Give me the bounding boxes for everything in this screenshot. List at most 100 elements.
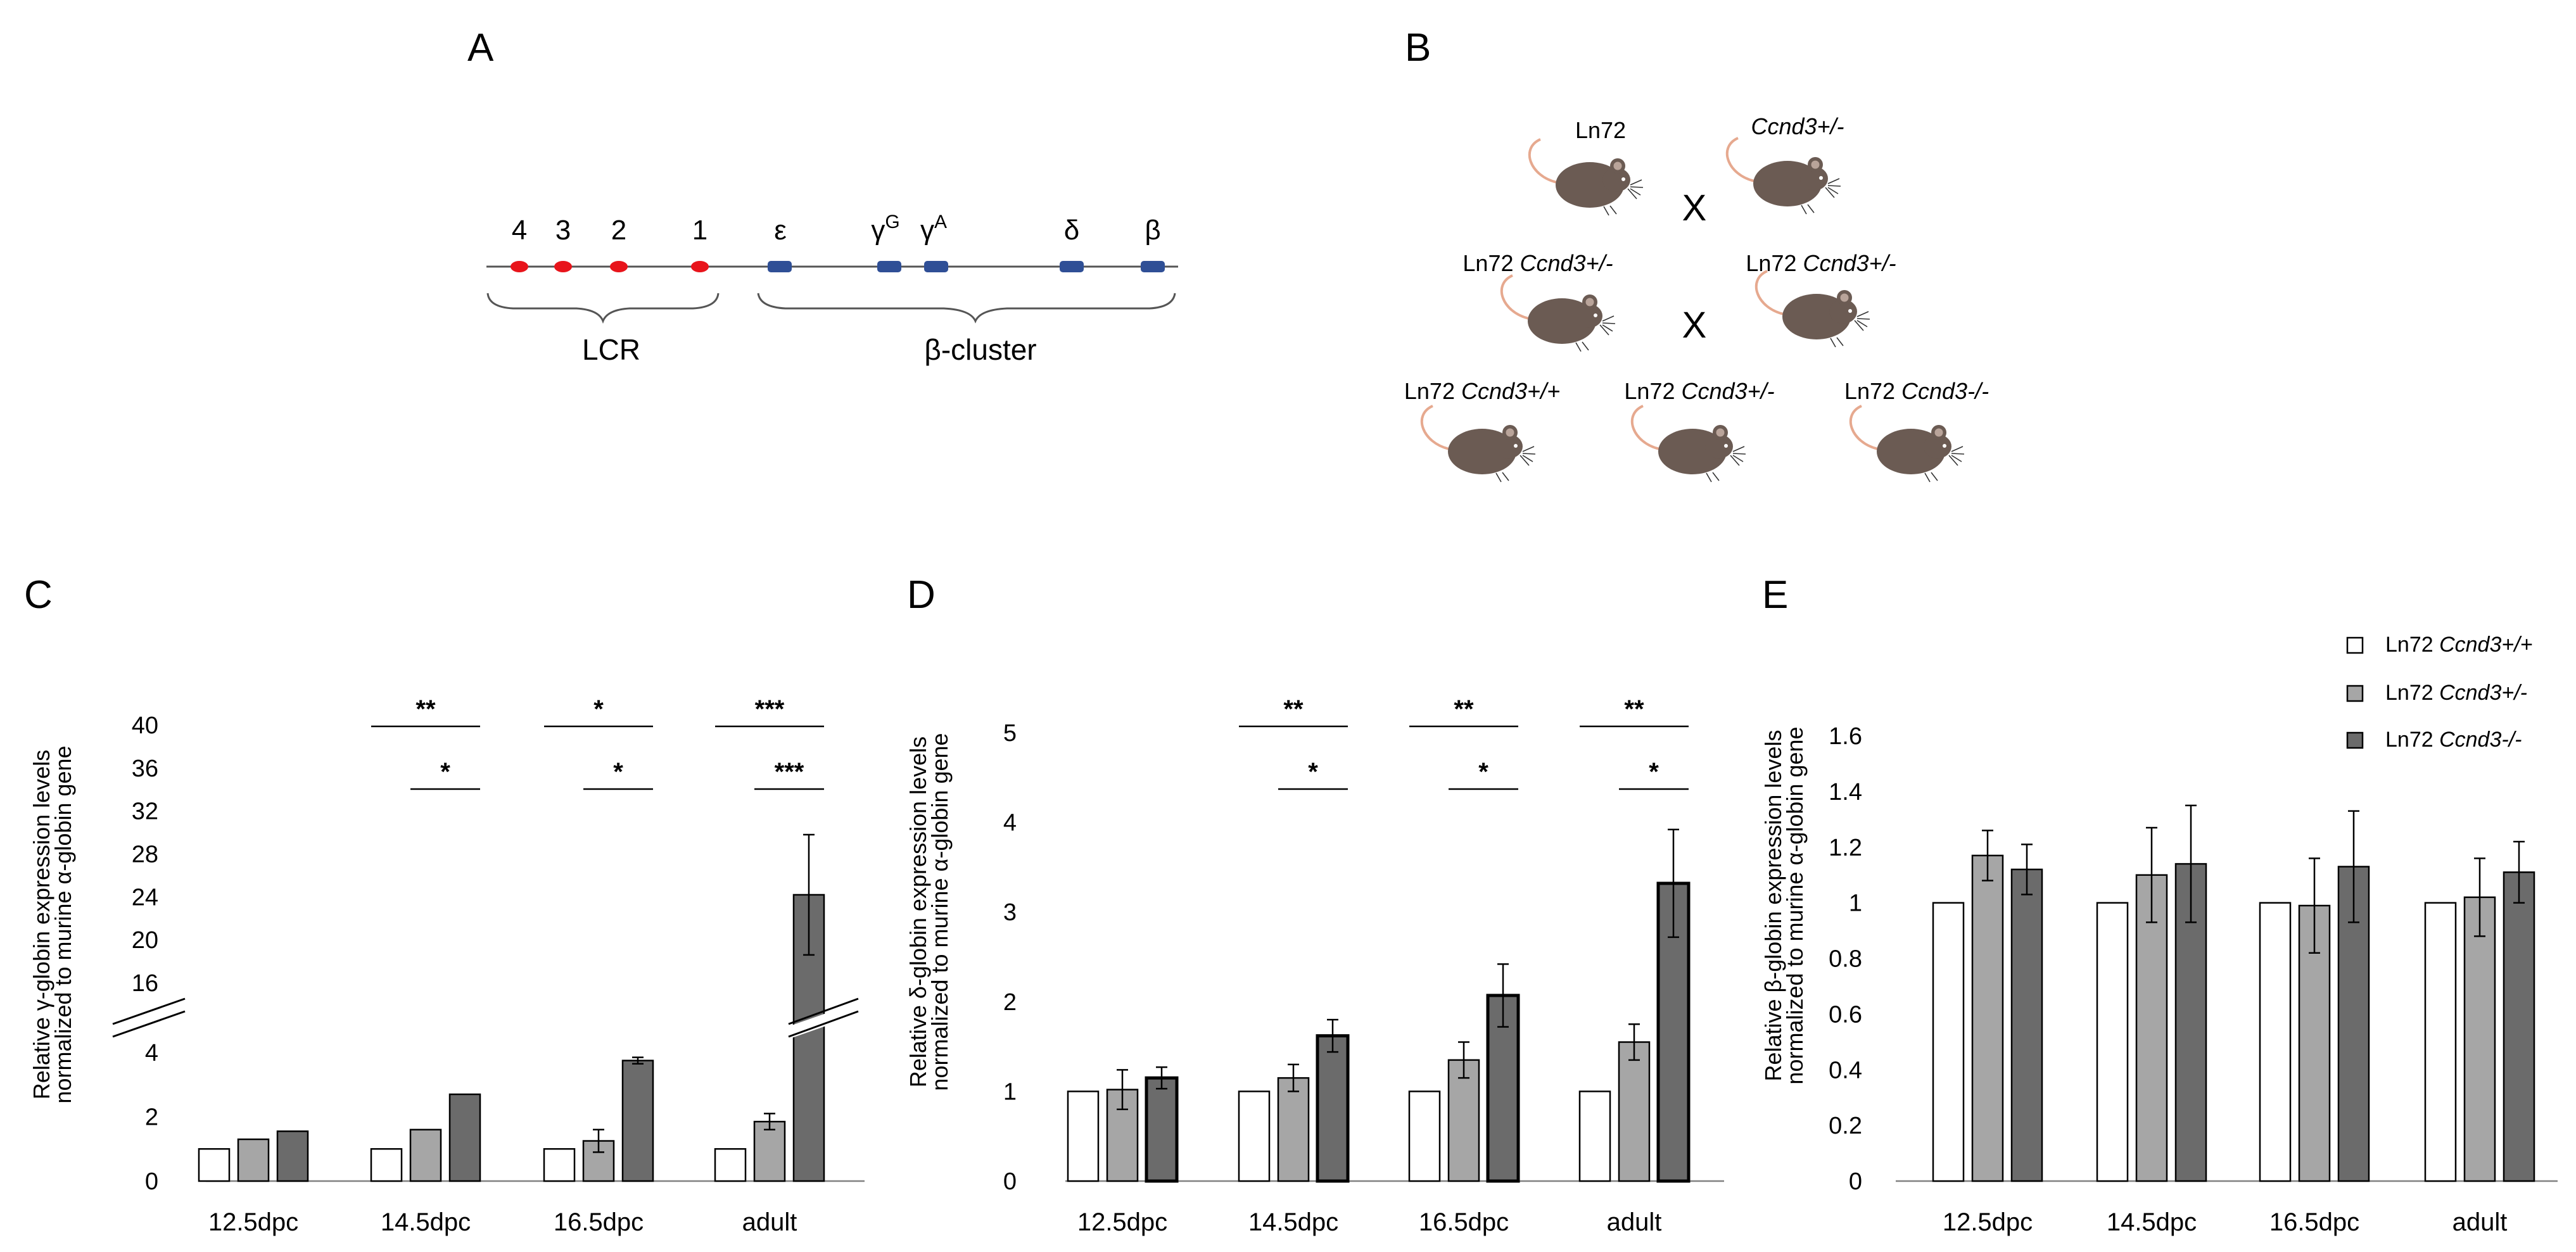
cross-symbol-1: X bbox=[1682, 187, 1707, 229]
legend-gene-ko: Ccnd3-/- bbox=[2439, 728, 2522, 752]
bar-wt bbox=[1578, 1091, 1611, 1182]
bar-het bbox=[753, 1120, 786, 1182]
row2-right-gene: Ccnd3+/- bbox=[1803, 250, 1896, 276]
y-axis-label-line1: Relative β-globin expression levels bbox=[1760, 730, 1786, 1082]
bar-het bbox=[2463, 896, 2496, 1182]
axis-break-mark bbox=[788, 997, 859, 1025]
panel-letter-a: A bbox=[467, 26, 494, 70]
bar-ko bbox=[1316, 1034, 1350, 1183]
y-tick-label: 4 bbox=[1003, 810, 1017, 837]
gene-delta bbox=[1060, 261, 1084, 272]
significance-label: * bbox=[440, 758, 450, 786]
x-tick-label: adult bbox=[2452, 1208, 2508, 1236]
y-axis-label-line2: normalized to murine α-globin gene bbox=[50, 745, 76, 1103]
legend-label-het: Ln72 Ccnd3+/- bbox=[2385, 681, 2527, 705]
y-tick-label: 36 bbox=[132, 756, 158, 782]
row3-ko-gene: Ccnd3-/- bbox=[1901, 378, 1989, 404]
significance-label: ** bbox=[1283, 695, 1304, 723]
y-tick-label: 1.4 bbox=[1829, 779, 1862, 806]
bar-ko bbox=[276, 1130, 309, 1182]
significance-label: * bbox=[1649, 758, 1659, 786]
chart-beta-globin: 0 0.2 0.4 0.6 0.8 1 1.2 1.4 1.6 Relative β-globin… bbox=[1760, 723, 2558, 1236]
chart-delta-globin: 0 1 2 3 4 5 Relative δ-globin expression level… bbox=[905, 695, 1724, 1236]
row2-left-gene: Ccnd3+/- bbox=[1520, 250, 1613, 276]
gamma-g-symbol: γ bbox=[871, 215, 885, 246]
bar-ko bbox=[2010, 868, 2043, 1182]
lcr-site-3-label: 3 bbox=[555, 215, 571, 246]
y-tick-label: 0 bbox=[145, 1168, 158, 1195]
lcr-label: LCR bbox=[582, 333, 640, 366]
y-tick-label: 0.2 bbox=[1829, 1113, 1862, 1139]
significance-label: * bbox=[593, 695, 604, 723]
cluster-brace bbox=[757, 293, 1176, 324]
bar-wt bbox=[714, 1148, 747, 1182]
row2-left-label: Ln72 Ccnd3+/- bbox=[1462, 250, 1613, 276]
bar-ko bbox=[448, 1093, 481, 1182]
legend-prefix-ko: Ln72 bbox=[2385, 728, 2439, 752]
x-tick-label: 16.5dpc bbox=[2269, 1208, 2359, 1236]
y-tick-label: 0 bbox=[1003, 1168, 1017, 1195]
bar-wt bbox=[2096, 902, 2129, 1182]
panel-a-locus-diagram: 4 3 2 1 ε γG γA δ β LCR β-cluster bbox=[486, 212, 1178, 366]
significance-label: *** bbox=[775, 758, 804, 786]
mouse-icon bbox=[1500, 274, 1616, 353]
bar-het bbox=[1971, 854, 2004, 1182]
y-tick-label: 2 bbox=[145, 1104, 158, 1131]
x-tick-label: adult bbox=[1607, 1208, 1662, 1236]
row3-wt-gene: Ccnd3+/+ bbox=[1461, 378, 1560, 404]
row3-ko-prefix: Ln72 bbox=[1844, 378, 1901, 404]
x-tick-label: 12.5dpc bbox=[208, 1208, 298, 1236]
legend: Ln72 Ccnd3+/+ Ln72 Ccnd3+/- Ln72 Ccnd3-/… bbox=[2346, 633, 2533, 752]
mouse-icon bbox=[1725, 137, 1842, 215]
y-tick-label: 0.6 bbox=[1829, 1001, 1862, 1028]
x-tick-label: 14.5dpc bbox=[381, 1208, 471, 1236]
axis-break-mark bbox=[112, 997, 186, 1025]
x-tick-label: 16.5dpc bbox=[554, 1208, 644, 1236]
x-tick-label: 12.5dpc bbox=[1943, 1208, 2033, 1236]
mouse-icon bbox=[1754, 270, 1871, 348]
y-tick-label: 1 bbox=[1849, 890, 1862, 917]
row1-left-label: Ln72 bbox=[1575, 117, 1626, 143]
bar-het bbox=[1277, 1077, 1310, 1182]
x-tick-label: 16.5dpc bbox=[1419, 1208, 1509, 1236]
significance-label: * bbox=[1308, 758, 1318, 786]
row3-het-gene: Ccnd3+/- bbox=[1682, 378, 1775, 404]
y-tick-label: 4 bbox=[145, 1040, 158, 1066]
significance-label: ** bbox=[1624, 695, 1644, 723]
y-tick-label: 16 bbox=[132, 970, 158, 997]
y-tick-label: 1.6 bbox=[1829, 723, 1862, 750]
row2-right-label: Ln72 Ccnd3+/- bbox=[1746, 250, 1896, 276]
row3-label-het: Ln72 Ccnd3+/- bbox=[1624, 378, 1774, 404]
panel-letter-c: C bbox=[24, 573, 53, 617]
y-tick-label: 40 bbox=[132, 712, 158, 739]
row2-right-prefix: Ln72 bbox=[1746, 250, 1803, 276]
row3-label-wt: Ln72 Ccnd3+/+ bbox=[1404, 378, 1560, 404]
panel-letter-d: D bbox=[907, 573, 936, 617]
cross-symbol-2: X bbox=[1682, 305, 1707, 346]
gene-beta-label: β bbox=[1145, 215, 1160, 246]
lcr-site-4-label: 4 bbox=[512, 215, 527, 246]
gene-epsilon-label: ε bbox=[774, 215, 787, 246]
bar-het bbox=[409, 1129, 442, 1182]
bar-het bbox=[2135, 874, 2168, 1182]
bar-wt bbox=[1238, 1091, 1271, 1182]
lcr-site-2-label: 2 bbox=[611, 215, 626, 246]
panel-b-breeding-scheme: Ln72 Ccnd3+/- Ln72 Ccnd3+/- Ln72 Ccnd3+/… bbox=[1404, 113, 1989, 483]
x-tick-label: adult bbox=[742, 1208, 797, 1236]
bar-ko bbox=[2503, 871, 2535, 1182]
bar-wt bbox=[198, 1148, 231, 1182]
legend-gene-het: Ccnd3+/- bbox=[2439, 681, 2527, 705]
significance-label: * bbox=[613, 758, 623, 786]
significance-label: *** bbox=[755, 695, 785, 723]
legend-label-ko: Ln72 Ccnd3-/- bbox=[2385, 728, 2522, 752]
lcr-site-3 bbox=[554, 261, 572, 272]
significance-label: ** bbox=[1454, 695, 1474, 723]
lcr-site-4 bbox=[511, 261, 528, 272]
mouse-icon bbox=[1630, 405, 1747, 483]
y-axis-label-line1: Relative γ-globin expression levels bbox=[29, 750, 54, 1099]
gamma-g-superscript: G bbox=[885, 212, 899, 232]
cluster-label: β-cluster bbox=[924, 333, 1036, 366]
y-tick-label: 2 bbox=[1003, 989, 1017, 1016]
